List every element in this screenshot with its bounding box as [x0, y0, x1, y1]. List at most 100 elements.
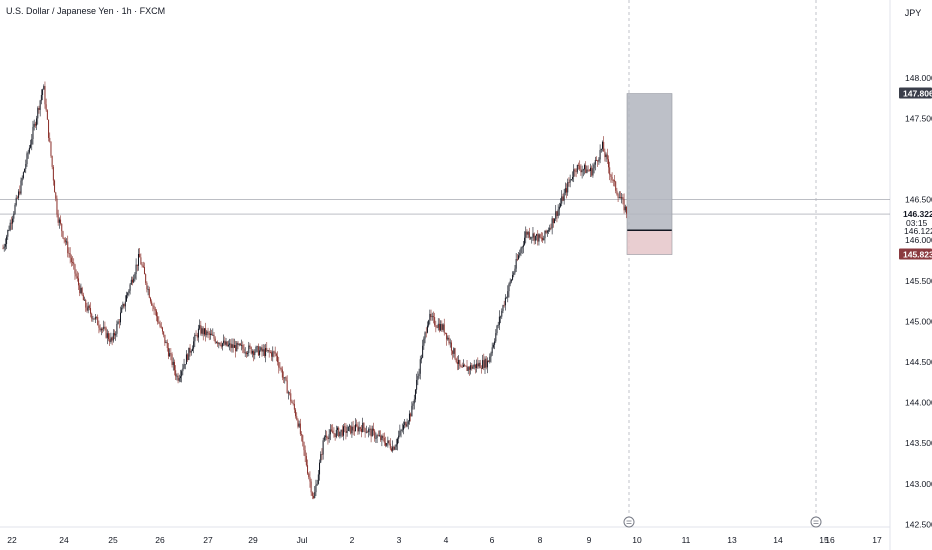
candle-body: [625, 206, 627, 214]
candle-body: [120, 312, 122, 323]
candle-body: [383, 437, 385, 443]
price-axis[interactable]: 148.000 147.500 146.500 146.000 145.500 145.0…: [905, 73, 932, 530]
target-price-tag-bg: [899, 87, 932, 99]
candle-body: [183, 364, 185, 369]
candle-body: [371, 428, 373, 437]
candle-body: [38, 108, 40, 110]
candle-body: [15, 197, 17, 205]
candle-body: [7, 230, 9, 237]
candle-body: [106, 333, 108, 338]
candle-body: [486, 360, 488, 368]
currency-label[interactable]: JPY: [904, 8, 922, 18]
candle-body: [508, 283, 510, 292]
candle-body: [490, 353, 492, 357]
candle-body: [167, 348, 169, 357]
candle-body: [599, 150, 601, 160]
time-tick-label: 9: [587, 535, 592, 545]
time-tick-label: 2: [350, 535, 355, 545]
candle-body: [478, 362, 480, 367]
calendar-event-icon[interactable]: [810, 516, 822, 528]
candle-body: [179, 376, 181, 379]
candle-body: [245, 352, 247, 354]
candle-body: [543, 238, 545, 241]
price-tick-label: 148.000: [905, 73, 932, 83]
candle-body: [349, 425, 351, 427]
candle-body: [584, 165, 586, 170]
time-tick-label: 24: [59, 535, 69, 545]
candle-body: [139, 253, 141, 258]
symbol-title[interactable]: U.S. Dollar / Japanese Yen · 1h · FXCM: [6, 6, 166, 16]
candle-body: [398, 435, 400, 439]
time-tick-label: 27: [203, 535, 213, 545]
candle-body: [231, 344, 233, 348]
candle-body: [440, 324, 442, 331]
candle-body: [596, 160, 598, 161]
candle-body: [19, 191, 21, 194]
candle-body: [218, 342, 220, 344]
candle-body: [151, 301, 153, 306]
candle-body: [606, 154, 608, 160]
candle-body: [550, 227, 552, 229]
candle-body: [302, 435, 304, 442]
candle-body: [91, 313, 93, 319]
candle-body: [520, 248, 522, 254]
candle-body: [250, 347, 252, 354]
candle-body: [125, 295, 127, 302]
candle-body: [400, 430, 402, 432]
candle-body: [335, 429, 337, 437]
candle-body: [347, 426, 349, 431]
candle-body: [479, 362, 481, 369]
candle-body: [286, 380, 288, 394]
candle-body: [406, 424, 408, 427]
candle-body: [197, 328, 199, 338]
candle-body: [128, 290, 130, 293]
calendar-event-icon[interactable]: [623, 516, 635, 528]
candle-body: [243, 348, 245, 353]
candle-body: [9, 222, 11, 231]
candle-body: [353, 430, 355, 432]
candle-body: [280, 368, 282, 370]
candle-body: [611, 176, 613, 181]
time-tick-label: 15: [819, 535, 829, 545]
candle-body: [447, 337, 449, 340]
candle-body: [588, 170, 590, 172]
candle-body: [220, 345, 222, 347]
candle-body: [117, 321, 119, 324]
candle-body: [137, 253, 139, 266]
candle-body: [556, 211, 558, 217]
candle-body: [226, 341, 228, 347]
event-markers[interactable]: [623, 516, 822, 528]
candle-body: [118, 321, 120, 323]
candle-body: [299, 423, 301, 435]
candle-body: [152, 305, 154, 307]
candle-body: [444, 332, 446, 334]
candle-body: [61, 223, 63, 232]
candle-body: [615, 181, 617, 191]
candle-body: [21, 177, 23, 181]
candle-body: [54, 180, 56, 193]
candle-body: [166, 342, 168, 349]
candle-body: [548, 230, 550, 232]
candle-body: [315, 485, 317, 493]
candle-body: [251, 351, 253, 354]
candle-body: [351, 426, 353, 434]
candle-body: [209, 333, 211, 335]
candle-body: [327, 438, 329, 440]
time-tick-label: 22: [7, 535, 17, 545]
candle-body: [50, 141, 52, 156]
candle-body: [18, 191, 20, 198]
candle-body: [526, 231, 528, 235]
candle-body: [575, 171, 577, 173]
candle-body: [267, 350, 269, 351]
candle-body: [66, 241, 68, 243]
candle-body: [56, 198, 58, 215]
risk-reward-tool[interactable]: [626, 93, 673, 255]
candle-body: [539, 234, 541, 238]
stop-price-tag-bg: [899, 248, 932, 260]
candle-body: [160, 326, 162, 328]
candle-body: [616, 190, 618, 195]
